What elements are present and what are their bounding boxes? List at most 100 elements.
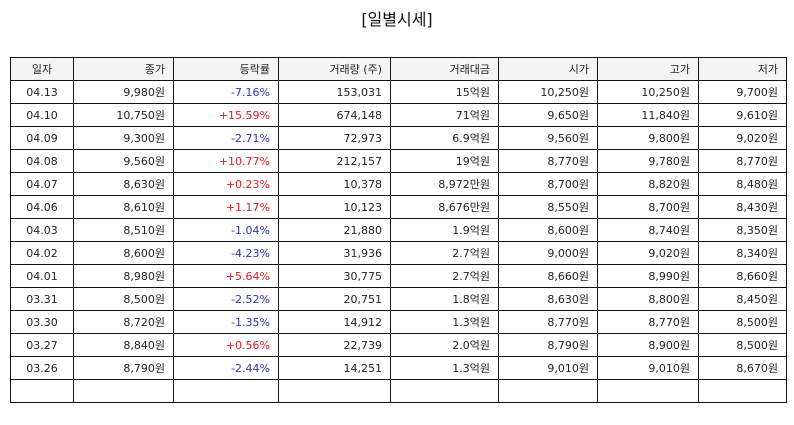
- cell-change: +10.77%: [173, 149, 279, 173]
- cell-open: [498, 379, 598, 403]
- cell-open: 10,250원: [498, 80, 598, 104]
- cell-low: 8,350원: [698, 218, 787, 242]
- cell-date: 04.07: [10, 172, 74, 196]
- header-high: 고가: [597, 57, 699, 81]
- cell-change: +1.17%: [173, 195, 279, 219]
- cell-volume: 14,912: [278, 310, 391, 334]
- cell-open: 8,770원: [498, 310, 598, 334]
- cell-close: 9,300원: [73, 126, 174, 150]
- cell-open: 9,010원: [498, 356, 598, 380]
- cell-date: 03.30: [10, 310, 74, 334]
- cell-date: 03.27: [10, 333, 74, 357]
- cell-date: 04.01: [10, 264, 74, 288]
- cell-volume: 212,157: [278, 149, 391, 173]
- cell-close: 8,980원: [73, 264, 174, 288]
- table-row: 04.08 9,560원 +10.77% 212,157 19억원 8,770원 9,780…: [10, 149, 787, 173]
- cell-amount: 1.3억원: [390, 310, 499, 334]
- cell-open: 8,790원: [498, 333, 598, 357]
- table-row: 04.09 9,300원 -2.71% 72,973 6.9억원 9,560원 9,800원…: [10, 126, 787, 150]
- header-volume: 거래량 (주): [278, 57, 391, 81]
- table-row: 03.31 8,500원 -2.52% 20,751 1.8억원 8,630원 8,800원…: [10, 287, 787, 311]
- cell-change: +15.59%: [173, 103, 279, 127]
- table-row: 03.26 8,790원 -2.44% 14,251 1.3억원 9,010원 9,010원…: [10, 356, 787, 380]
- cell-low: 8,340원: [698, 241, 787, 265]
- cell-amount: 6.9억원: [390, 126, 499, 150]
- cell-amount: [390, 379, 499, 403]
- table-row: 04.07 8,630원 +0.23% 10,378 8,972만원 8,700원 8,82…: [10, 172, 787, 196]
- cell-amount: 8,676만원: [390, 195, 499, 219]
- cell-change: -1.04%: [173, 218, 279, 242]
- daily-price-table: 일자 종가 등락률 거래량 (주) 거래대금 시가 고가 저가 04.13 9,9…: [10, 57, 787, 403]
- cell-high: 8,900원: [597, 333, 699, 357]
- cell-amount: 15억원: [390, 80, 499, 104]
- cell-volume: 674,148: [278, 103, 391, 127]
- cell-close: 8,600원: [73, 241, 174, 265]
- table-row: 03.30 8,720원 -1.35% 14,912 1.3억원 8,770원 8,770원…: [10, 310, 787, 334]
- table-row: 04.01 8,980원 +5.64% 30,775 2.7억원 8,660원 8,990원…: [10, 264, 787, 288]
- cell-high: 11,840원: [597, 103, 699, 127]
- cell-low: 9,700원: [698, 80, 787, 104]
- cell-low: 8,500원: [698, 333, 787, 357]
- cell-low: 8,770원: [698, 149, 787, 173]
- header-close: 종가: [73, 57, 174, 81]
- header-low: 저가: [698, 57, 787, 81]
- header-change: 등락률: [173, 57, 279, 81]
- cell-amount: 1.3억원: [390, 356, 499, 380]
- cell-date: 04.02: [10, 241, 74, 265]
- cell-close: 10,750원: [73, 103, 174, 127]
- cell-change: -2.52%: [173, 287, 279, 311]
- cell-amount: 19억원: [390, 149, 499, 173]
- table-row: 04.06 8,610원 +1.17% 10,123 8,676만원 8,550원 8,70…: [10, 195, 787, 219]
- cell-change: +0.23%: [173, 172, 279, 196]
- cell-close: 8,720원: [73, 310, 174, 334]
- cell-close: 8,790원: [73, 356, 174, 380]
- cell-amount: 2.7억원: [390, 241, 499, 265]
- table-body: 04.13 9,980원 -7.16% 153,031 15억원 10,250원 10,25…: [10, 80, 787, 403]
- cell-high: 8,990원: [597, 264, 699, 288]
- cell-open: 8,600원: [498, 218, 598, 242]
- cell-high: 9,010원: [597, 356, 699, 380]
- cell-date: [10, 379, 74, 403]
- page-title: [일별시세]: [361, 10, 433, 29]
- cell-change: -4.23%: [173, 241, 279, 265]
- cell-date: 04.10: [10, 103, 74, 127]
- cell-close: 8,840원: [73, 333, 174, 357]
- cell-amount: 8,972만원: [390, 172, 499, 196]
- cell-open: 9,560원: [498, 126, 598, 150]
- cell-amount: 1.9억원: [390, 218, 499, 242]
- cell-high: 8,740원: [597, 218, 699, 242]
- cell-high: [597, 379, 699, 403]
- header-date: 일자: [10, 57, 74, 81]
- cell-low: 8,430원: [698, 195, 787, 219]
- table-row: 04.13 9,980원 -7.16% 153,031 15억원 10,250원 10,25…: [10, 80, 787, 104]
- cell-open: 8,700원: [498, 172, 598, 196]
- cell-date: 04.13: [10, 80, 74, 104]
- cell-volume: 30,775: [278, 264, 391, 288]
- cell-close: 9,980원: [73, 80, 174, 104]
- cell-high: 9,780원: [597, 149, 699, 173]
- cell-amount: 2.0억원: [390, 333, 499, 357]
- cell-low: 9,610원: [698, 103, 787, 127]
- cell-close: 9,560원: [73, 149, 174, 173]
- cell-low: [698, 379, 787, 403]
- cell-volume: 20,751: [278, 287, 391, 311]
- table-row: 04.02 8,600원 -4.23% 31,936 2.7억원 9,000원 9,020원…: [10, 241, 787, 265]
- cell-high: 9,800원: [597, 126, 699, 150]
- cell-high: 8,700원: [597, 195, 699, 219]
- cell-volume: 22,739: [278, 333, 391, 357]
- table-row: 04.03 8,510원 -1.04% 21,880 1.9억원 8,600원 8,740원…: [10, 218, 787, 242]
- cell-open: 8,660원: [498, 264, 598, 288]
- cell-open: 9,000원: [498, 241, 598, 265]
- cell-low: 8,670원: [698, 356, 787, 380]
- cell-volume: 31,936: [278, 241, 391, 265]
- cell-volume: 14,251: [278, 356, 391, 380]
- cell-volume: 10,123: [278, 195, 391, 219]
- cell-change: -2.44%: [173, 356, 279, 380]
- cell-open: 9,650원: [498, 103, 598, 127]
- cell-date: 04.03: [10, 218, 74, 242]
- header-open: 시가: [498, 57, 598, 81]
- cell-volume: 10,378: [278, 172, 391, 196]
- cell-volume: [278, 379, 391, 403]
- cell-change: [173, 379, 279, 403]
- cell-volume: 153,031: [278, 80, 391, 104]
